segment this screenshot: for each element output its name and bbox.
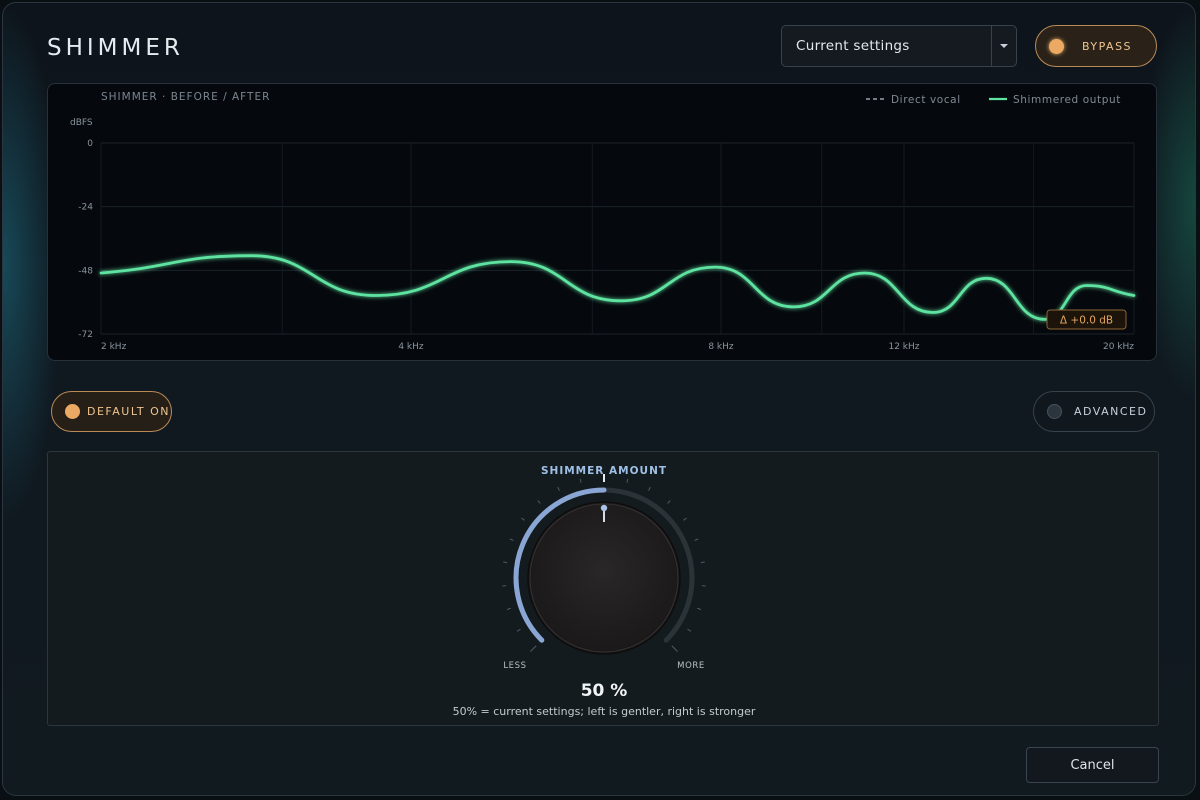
advanced-label: ADVANCED [1074, 405, 1148, 418]
knob-scale-tick [700, 561, 705, 564]
default-on-label: DEFAULT ON [87, 405, 171, 418]
app-title: SHIMMER [47, 35, 184, 61]
chart-grid [100, 142, 1135, 335]
legend-direct-label: Direct vocal [891, 94, 961, 106]
knob-scale-tick [557, 486, 560, 491]
preset-value: Current settings [796, 38, 910, 54]
knob-scale-tick [503, 561, 508, 564]
preset-dropdown[interactable]: Current settings [781, 25, 1017, 67]
knob-scale-tick [579, 478, 582, 483]
default-on-toggle[interactable]: DEFAULT ON [51, 391, 172, 432]
before-after-chart: SHIMMER · BEFORE / AFTER Direct vocal Sh… [47, 83, 1157, 361]
knob-pointer-dot [600, 504, 608, 512]
chevron-down-icon[interactable] [991, 26, 1016, 66]
knob-max-label: MORE [677, 661, 705, 671]
knob-scale-tick [667, 500, 671, 504]
knob-scale-tick [516, 628, 521, 632]
y-tick-label: -72 [78, 330, 93, 340]
y-tick-label: 0 [87, 139, 93, 149]
knob-scale-tick [530, 645, 537, 652]
y-axis-label: dBFS [70, 118, 93, 128]
knob-svg: SHIMMER AMOUNT LESS MORE [502, 465, 706, 671]
knob-scale-tick [509, 538, 514, 541]
knob-scale-ticks [502, 474, 706, 652]
chart-title: SHIMMER · BEFORE / AFTER [101, 91, 270, 103]
knob-scale-tick [694, 538, 699, 541]
y-tick-label: -48 [78, 266, 93, 276]
shimmer-amount-panel: SHIMMER AMOUNT LESS MORE 50 % 50% = curr… [47, 451, 1159, 726]
shimmered-output-line [99, 254, 1136, 321]
bypass-label: BYPASS [1081, 39, 1133, 53]
knob-hint: 50% = current settings; left is gentler,… [452, 705, 756, 718]
knob-scale-tick [537, 500, 541, 504]
advanced-toggle[interactable]: ADVANCED [1033, 391, 1155, 432]
y-tick-label: -24 [78, 203, 93, 213]
default-on-indicator-icon [65, 404, 80, 419]
knob-scale-tick [648, 486, 651, 491]
knob-scale-tick [626, 478, 629, 483]
knob-min-label: LESS [503, 661, 526, 671]
cancel-button[interactable]: Cancel [1026, 747, 1159, 783]
x-tick-label: 4 kHz [398, 342, 424, 352]
delta-badge: Δ +0.0 dB [1046, 309, 1127, 330]
delta-badge-text: Δ +0.0 dB [1060, 315, 1113, 327]
bypass-button[interactable]: BYPASS [1035, 25, 1157, 67]
advanced-indicator-icon [1047, 404, 1062, 419]
x-tick-label: 20 kHz [1103, 342, 1134, 352]
knob-scale-tick [506, 607, 511, 610]
knob-scale-tick [682, 517, 687, 521]
x-tick-labels: 2 kHz 4 kHz 8 kHz 12 kHz 20 kHz [101, 342, 1134, 352]
shimmer-amount-knob[interactable] [527, 501, 681, 655]
knob-scale-tick [521, 517, 526, 521]
knob-value: 50 % [580, 681, 628, 701]
x-tick-label: 2 kHz [101, 342, 127, 352]
knob-scale-tick [697, 607, 702, 610]
knob-scale-tick [671, 645, 678, 652]
chart-svg: SHIMMER · BEFORE / AFTER Direct vocal Sh… [70, 91, 1136, 352]
bypass-indicator-icon [1049, 38, 1064, 54]
knob-title: SHIMMER AMOUNT [541, 465, 667, 477]
knob-value-arc [513, 487, 607, 643]
legend-shimmered-label: Shimmered output [1013, 94, 1121, 106]
y-tick-labels: 0 -24 -48 -72 [78, 139, 93, 340]
x-tick-label: 8 kHz [708, 342, 734, 352]
x-tick-label: 12 kHz [888, 342, 919, 352]
knob-scale-tick [687, 628, 692, 632]
